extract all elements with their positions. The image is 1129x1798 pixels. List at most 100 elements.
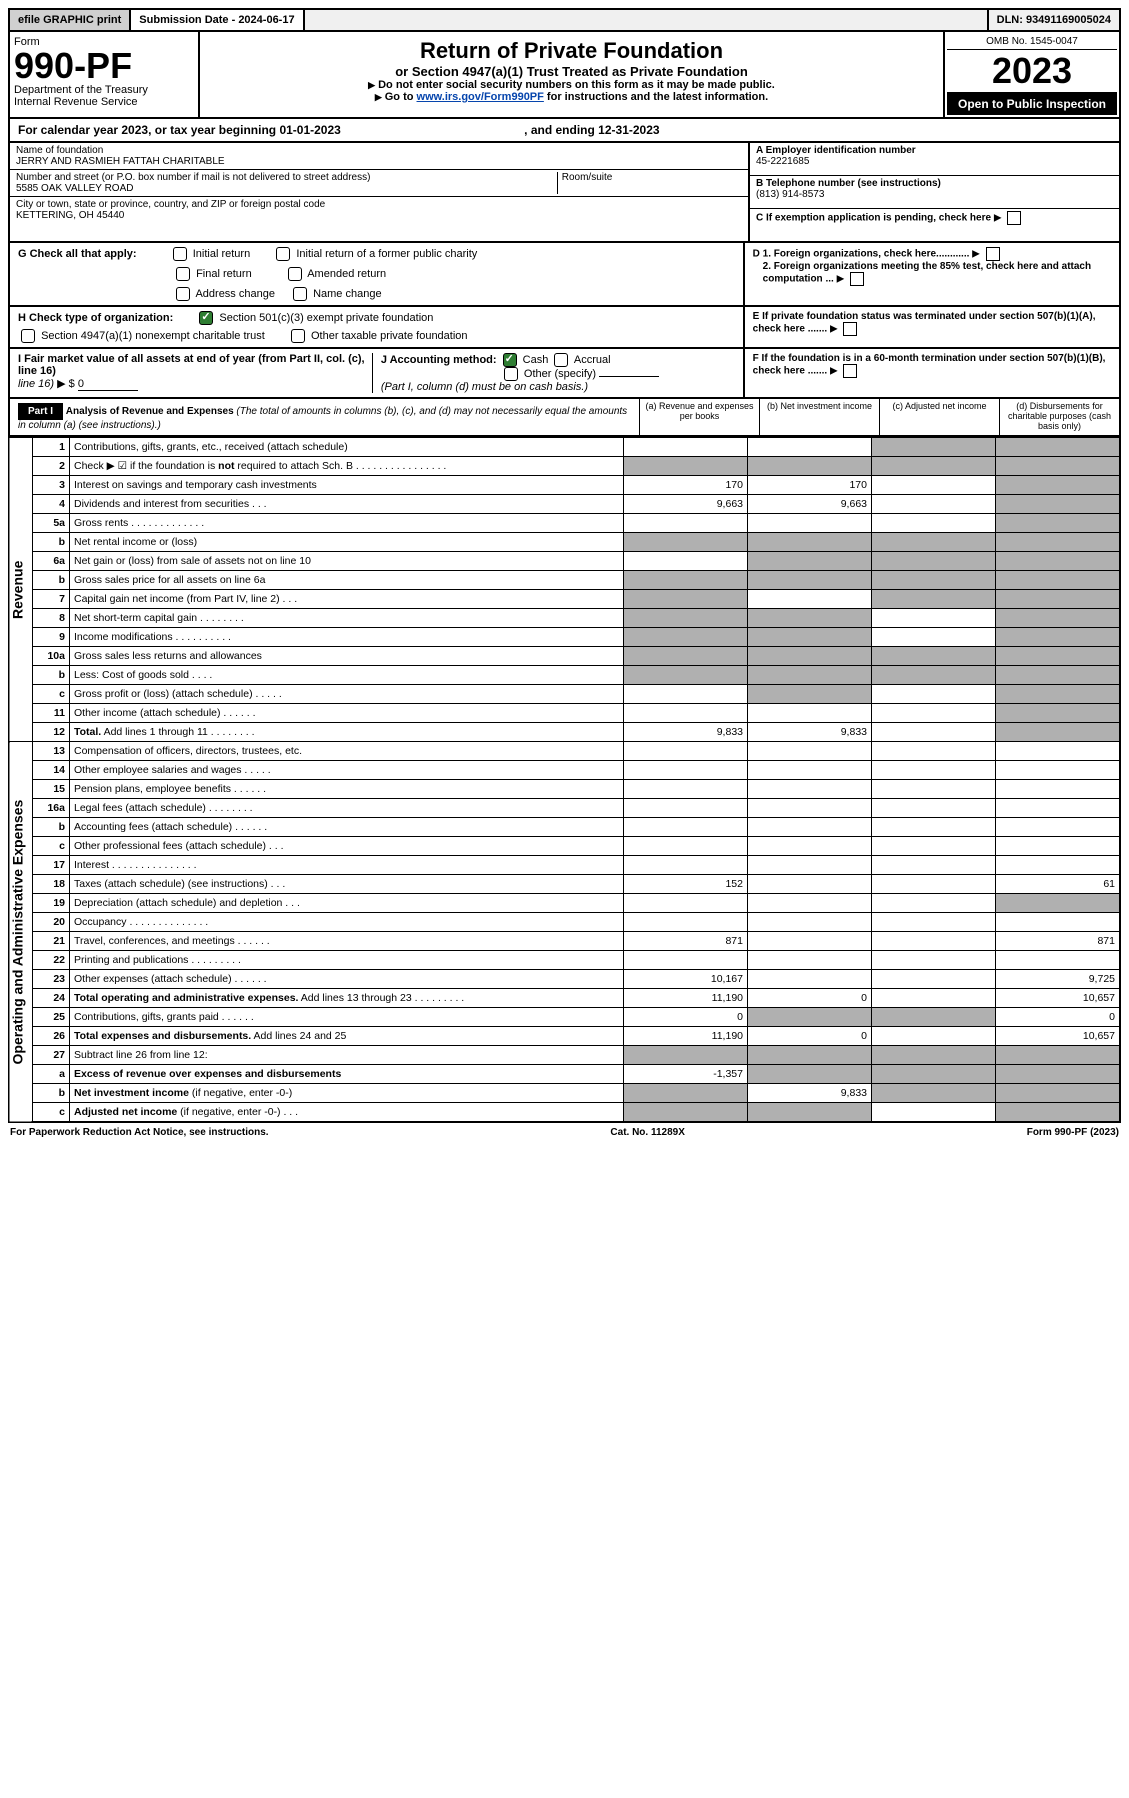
exemption-checkbox[interactable] xyxy=(1007,211,1021,225)
cell-col-d xyxy=(996,514,1121,533)
cell-col-c xyxy=(872,780,996,799)
table-row: 2Check ▶ ☑ if the foundation is not requ… xyxy=(9,457,1120,476)
line-number: 26 xyxy=(33,1027,70,1046)
cell-col-c xyxy=(872,457,996,476)
tax-year: 2023 xyxy=(947,50,1117,93)
cell-col-b xyxy=(748,856,872,875)
cell-col-d xyxy=(996,761,1121,780)
line-number: b xyxy=(33,533,70,552)
line-number: 12 xyxy=(33,723,70,742)
line-label: Net short-term capital gain . . . . . . … xyxy=(70,609,624,628)
table-row: 27Subtract line 26 from line 12: xyxy=(9,1046,1120,1065)
cell-col-b xyxy=(748,970,872,989)
other-method-checkbox[interactable] xyxy=(504,367,518,381)
line-label: Less: Cost of goods sold . . . . xyxy=(70,666,624,685)
foreign-85-checkbox[interactable] xyxy=(850,272,864,286)
initial-former-checkbox[interactable] xyxy=(276,247,290,261)
cell-col-b xyxy=(748,685,872,704)
cell-col-c xyxy=(872,647,996,666)
cell-col-a xyxy=(624,761,748,780)
ein-row: A Employer identification number 45-2221… xyxy=(750,143,1119,176)
cell-col-c xyxy=(872,704,996,723)
cell-col-a: 9,833 xyxy=(624,723,748,742)
amended-return-checkbox[interactable] xyxy=(288,267,302,281)
paperwork-notice: For Paperwork Reduction Act Notice, see … xyxy=(10,1127,269,1138)
foreign-org-checkbox[interactable] xyxy=(986,247,1000,261)
cell-col-c xyxy=(872,590,996,609)
line-label: Check ▶ ☑ if the foundation is not requi… xyxy=(70,457,624,476)
cell-col-c xyxy=(872,552,996,571)
501c3-checkbox[interactable] xyxy=(199,311,213,325)
60-month-checkbox[interactable] xyxy=(843,364,857,378)
part1-label: Part I xyxy=(18,403,63,420)
cell-col-a xyxy=(624,704,748,723)
address-row: Number and street (or P.O. box number if… xyxy=(10,170,748,197)
cell-col-a: 0 xyxy=(624,1008,748,1027)
cell-col-b xyxy=(748,533,872,552)
cell-col-b xyxy=(748,571,872,590)
cell-col-d: 10,657 xyxy=(996,1027,1121,1046)
line-number: b xyxy=(33,818,70,837)
form990pf-link[interactable]: www.irs.gov/Form990PF xyxy=(417,91,544,103)
line-number: 19 xyxy=(33,894,70,913)
other-taxable-checkbox[interactable] xyxy=(291,329,305,343)
cell-col-c xyxy=(872,799,996,818)
table-row: 7Capital gain net income (from Part IV, … xyxy=(9,590,1120,609)
status-terminated-checkbox[interactable] xyxy=(843,322,857,336)
cell-col-d xyxy=(996,628,1121,647)
cell-col-b: 0 xyxy=(748,989,872,1008)
name-change-checkbox[interactable] xyxy=(293,287,307,301)
top-bar: efile GRAPHIC print Submission Date - 20… xyxy=(8,8,1121,32)
efile-label[interactable]: efile GRAPHIC print xyxy=(10,10,131,30)
cell-col-a xyxy=(624,780,748,799)
initial-return-checkbox[interactable] xyxy=(173,247,187,261)
address-change-checkbox[interactable] xyxy=(176,287,190,301)
cell-col-c xyxy=(872,818,996,837)
line-label: Gross sales less returns and allowances xyxy=(70,647,624,666)
revenue-section-label: Revenue xyxy=(9,438,33,742)
cell-col-a xyxy=(624,609,748,628)
form-number: 990-PF xyxy=(14,48,194,84)
line-number: 16a xyxy=(33,799,70,818)
cash-checkbox[interactable] xyxy=(503,353,517,367)
cell-col-d xyxy=(996,552,1121,571)
table-row: 12Total. Add lines 1 through 11 . . . . … xyxy=(9,723,1120,742)
h-label: H Check type of organization: xyxy=(18,312,173,324)
line-label: Gross rents . . . . . . . . . . . . . xyxy=(70,514,624,533)
cell-col-c xyxy=(872,1027,996,1046)
line-label: Dividends and interest from securities .… xyxy=(70,495,624,514)
4947a1-checkbox[interactable] xyxy=(21,329,35,343)
cell-col-d: 10,657 xyxy=(996,989,1121,1008)
fmv-value: 0 xyxy=(78,378,138,391)
line-number: 21 xyxy=(33,932,70,951)
cell-col-a xyxy=(624,628,748,647)
cell-col-c xyxy=(872,856,996,875)
foundation-name-row: Name of foundation JERRY AND RASMIEH FAT… xyxy=(10,143,748,170)
header-mid: Return of Private Foundation or Section … xyxy=(200,32,943,117)
table-row: 6aNet gain or (loss) from sale of assets… xyxy=(9,552,1120,571)
cell-col-a xyxy=(624,552,748,571)
street-address: 5585 OAK VALLEY ROAD xyxy=(16,183,557,194)
line-number: b xyxy=(33,666,70,685)
cell-col-a xyxy=(624,742,748,761)
cell-col-d xyxy=(996,438,1121,457)
header-right: OMB No. 1545-0047 2023 Open to Public In… xyxy=(943,32,1119,117)
line-label: Total operating and administrative expen… xyxy=(70,989,624,1008)
table-row: 17Interest . . . . . . . . . . . . . . . xyxy=(9,856,1120,875)
cell-col-d xyxy=(996,894,1121,913)
cell-col-b xyxy=(748,609,872,628)
table-row: 22Printing and publications . . . . . . … xyxy=(9,951,1120,970)
cell-col-a xyxy=(624,666,748,685)
cell-col-c xyxy=(872,1084,996,1103)
form-title: Return of Private Foundation xyxy=(206,38,937,64)
accrual-checkbox[interactable] xyxy=(554,353,568,367)
dept-label: Department of the Treasury xyxy=(14,84,194,96)
cell-col-c xyxy=(872,837,996,856)
cell-col-a: 871 xyxy=(624,932,748,951)
final-return-checkbox[interactable] xyxy=(176,267,190,281)
cell-col-a xyxy=(624,533,748,552)
check-section-ij: I Fair market value of all assets at end… xyxy=(8,349,1121,399)
line-number: 8 xyxy=(33,609,70,628)
cell-col-a: 152 xyxy=(624,875,748,894)
cell-col-c xyxy=(872,761,996,780)
